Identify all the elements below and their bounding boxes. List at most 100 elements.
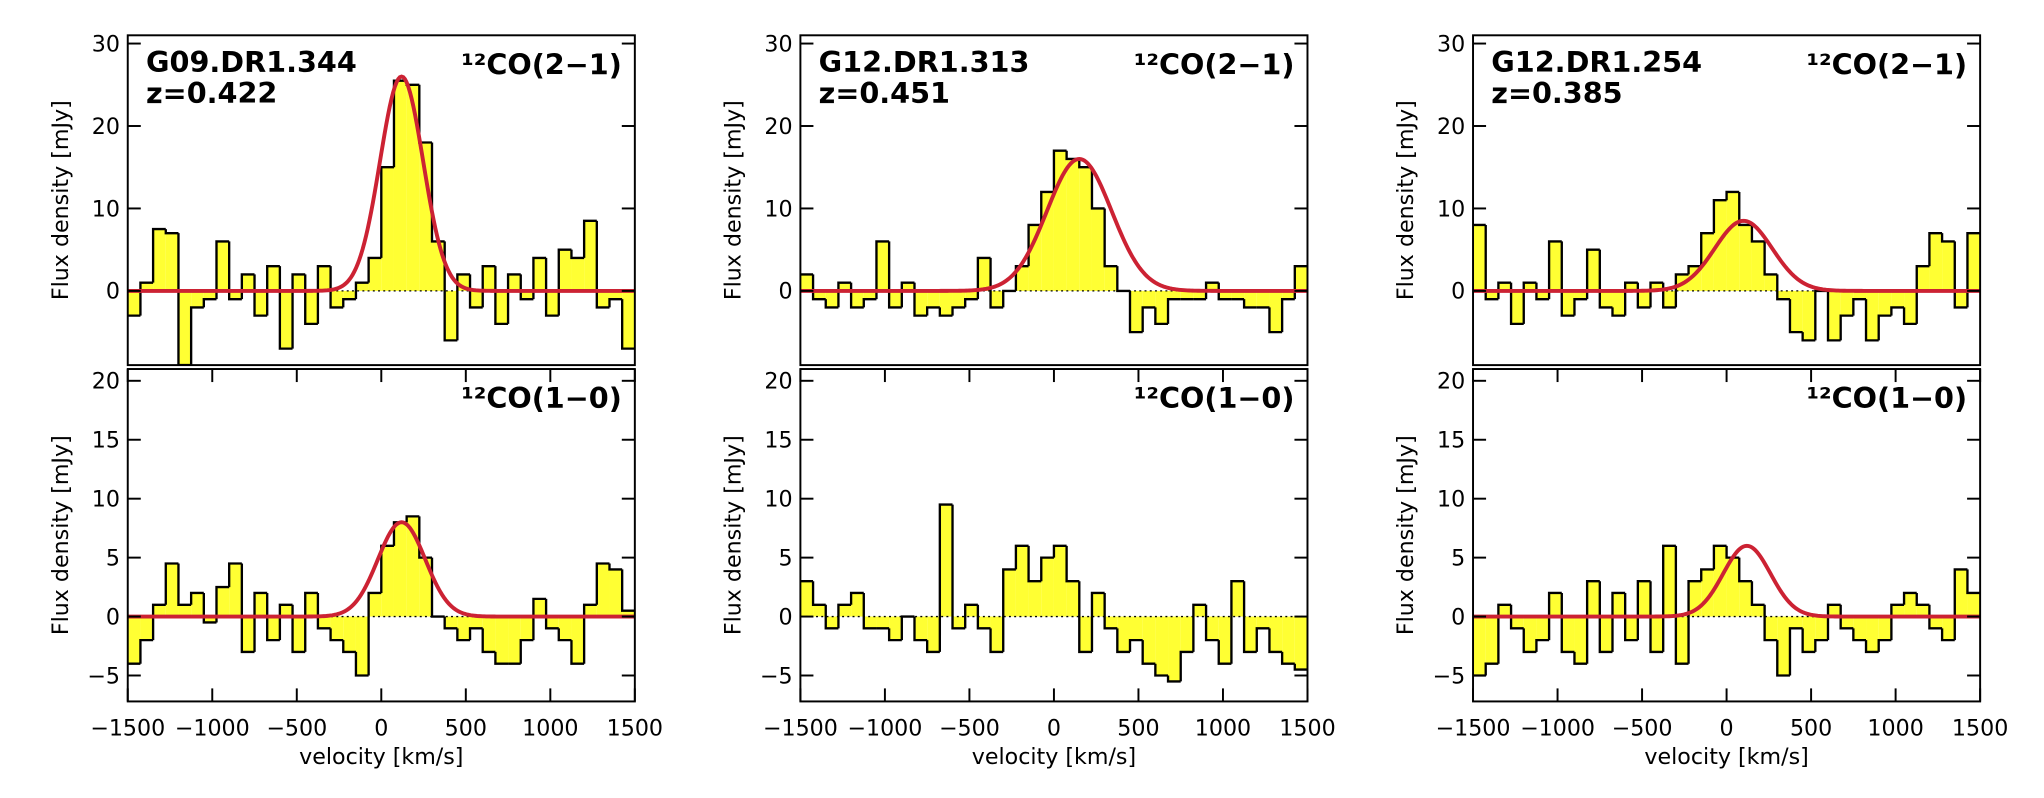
bin-fill [546, 616, 559, 629]
y-tick-label: 5 [106, 545, 120, 571]
bin-fill [1282, 290, 1295, 300]
bin-fill [381, 167, 394, 291]
bin-outline [1293, 264, 1308, 300]
bin-fill [457, 616, 471, 641]
bin-outline [1014, 264, 1029, 291]
bin-fill [1587, 249, 1600, 291]
bin-fill [889, 290, 902, 308]
bin-fill [622, 290, 635, 349]
bin-outline [418, 516, 433, 559]
x-tick-label: 500 [1117, 715, 1159, 741]
source-name: G09.DR1.344 [146, 45, 357, 79]
bin-fill [1916, 266, 1930, 291]
bin-outline [1128, 638, 1143, 652]
bin-outline [1687, 264, 1702, 275]
bin-outline [1204, 281, 1219, 300]
bin-outline [595, 562, 610, 605]
bin-fill [191, 592, 204, 617]
gaussian-fit [1473, 218, 1981, 293]
bin-outline [443, 241, 458, 342]
bin-fill [1511, 616, 1524, 629]
bin-outline [1268, 307, 1283, 334]
bin-outline [1611, 307, 1626, 317]
bin-fill [965, 290, 978, 300]
bin-fill [609, 569, 623, 617]
x-tick-label: 0 [374, 715, 388, 741]
axes-frame [126, 368, 636, 703]
bin-outline [240, 563, 255, 654]
bin-outline [278, 603, 293, 641]
bin-fill [1142, 616, 1156, 664]
bin-fill [914, 616, 928, 641]
bin-outline [1750, 224, 1765, 243]
bin-outline [1687, 580, 1702, 664]
bin-fill [1929, 616, 1943, 629]
bin-fill [1028, 224, 1042, 291]
bin-outline [291, 604, 306, 654]
bin-outline [139, 281, 154, 316]
y-tick-label: 0 [1451, 604, 1465, 630]
bin-outline [582, 603, 597, 664]
bin-outline [1141, 306, 1156, 333]
bin-fill [1485, 616, 1499, 664]
y-tick-label: 10 [764, 487, 792, 513]
bin-outline [189, 306, 204, 366]
bin-outline [1623, 281, 1638, 316]
bin-outline [1852, 297, 1867, 316]
bin-fill [1853, 616, 1867, 641]
bin-outline [913, 616, 928, 642]
bin-fill [406, 84, 420, 291]
bin-outline [532, 256, 547, 300]
y-tick-label: 20 [764, 114, 792, 140]
bin-fill [1180, 290, 1194, 300]
bin-outline [456, 628, 471, 642]
x-axis-label: velocity [km/s] [1644, 744, 1808, 770]
bin-fill [1574, 290, 1588, 300]
y-tick-label: 20 [764, 369, 792, 395]
bin-outline [1179, 650, 1194, 682]
bin-outline [342, 297, 356, 308]
x-tick-label: −500 [1612, 715, 1673, 741]
bin-outline [1535, 282, 1550, 301]
bin-outline [1255, 627, 1270, 652]
bin-outline [1788, 627, 1803, 676]
bin-fill [1650, 616, 1664, 652]
bin-fill [1764, 274, 1778, 291]
bin-fill [1498, 282, 1512, 291]
bin-outline [1585, 248, 1600, 300]
bin-fill [927, 290, 940, 308]
bin-fill [1079, 616, 1092, 652]
bin-fill [1789, 616, 1803, 629]
bin-outline [849, 591, 864, 605]
bin-fill [1663, 545, 1676, 617]
bin-outline [913, 282, 928, 317]
bin-fill [965, 604, 978, 617]
bin-outline [456, 273, 471, 341]
bin-outline [367, 591, 382, 676]
bin-outline [519, 638, 534, 664]
bin-outline [1078, 158, 1092, 169]
bin-fill [368, 257, 382, 291]
bin-outline [1560, 241, 1575, 317]
bin-outline [1966, 232, 1981, 308]
bin-fill [1294, 266, 1308, 291]
bin-fill [1866, 290, 1879, 341]
bin-outline [1725, 190, 1740, 201]
gaussian-fit [800, 157, 1308, 293]
y-tick-label: 0 [106, 604, 120, 630]
bin-outline [570, 249, 585, 260]
bin-fill [241, 274, 255, 291]
bin-fill [419, 142, 433, 291]
bin-outline [976, 604, 991, 630]
bin-outline [1573, 297, 1588, 316]
bin-fill [1206, 616, 1219, 641]
bin-outline [329, 266, 344, 309]
bin-fill [1954, 290, 1968, 308]
bin-fill [1663, 290, 1676, 308]
bin-outline [1154, 663, 1169, 677]
bin-fill [444, 290, 458, 341]
bin-outline [925, 306, 940, 316]
bin-fill [546, 290, 559, 316]
bin-outline [1522, 281, 1537, 324]
bin-outline [1864, 640, 1879, 654]
